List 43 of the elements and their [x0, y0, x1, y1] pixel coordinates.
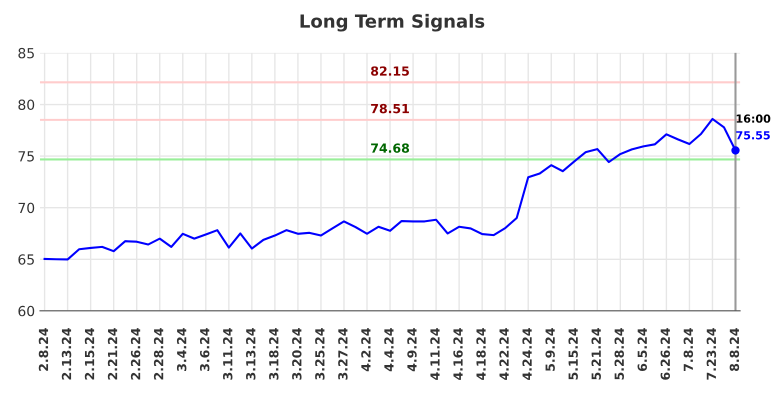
x-tick-label: 4.18.24 — [476, 328, 486, 380]
x-tick-label: 3.18.24 — [269, 328, 279, 380]
y-tick-label: 85 — [18, 48, 34, 58]
y-tick-label: 70 — [18, 202, 34, 214]
x-tick-label: 5.15.24 — [568, 328, 578, 380]
x-tick-label: 4.16.24 — [453, 328, 463, 380]
x-tick-label: 2.8.24 — [38, 328, 48, 371]
ref-line-label: 78.51 — [371, 104, 409, 114]
x-tick-label: 6.26.24 — [660, 328, 670, 380]
ref-line-label: 82.15 — [371, 66, 409, 76]
x-tick-label: 3.20.24 — [292, 328, 302, 380]
x-tick-label: 5.21.24 — [591, 328, 601, 380]
annotation: 75.55 — [736, 131, 770, 140]
x-tick-label: 3.25.24 — [315, 328, 325, 380]
chart-title: Long Term Signals — [300, 14, 484, 32]
y-tick-label: 80 — [18, 99, 34, 110]
x-tick-label: 4.2.24 — [361, 328, 370, 372]
x-tick-label: 3.6.24 — [200, 328, 210, 371]
x-tick-label: 3.4.24 — [176, 328, 186, 371]
x-tick-label: 4.22.24 — [499, 328, 509, 380]
y-tick-label: 65 — [18, 254, 34, 265]
annotation: 16:00 — [736, 114, 770, 123]
x-tick-label: 3.13.24 — [246, 328, 256, 380]
x-tick-label: 2.28.24 — [154, 328, 164, 380]
x-tick-label: 2.13.24 — [62, 328, 72, 380]
x-tick-label: 4.4.24 — [384, 328, 394, 372]
y-tick-label: 75 — [18, 151, 34, 162]
x-tick-label: 5.28.24 — [614, 328, 624, 380]
x-tick-label: 2.15.24 — [84, 328, 94, 380]
x-tick-label: 2.21.24 — [108, 328, 118, 380]
x-tick-label: 3.11.24 — [223, 328, 232, 380]
y-tick-label: 60 — [18, 306, 34, 316]
x-tick-label: 6.5.24 — [638, 328, 647, 372]
x-tick-label: 4.9.24 — [407, 328, 417, 372]
x-tick-label: 2.26.24 — [130, 328, 140, 380]
x-tick-label: 4.11.24 — [430, 328, 440, 380]
x-tick-label: 8.8.24 — [730, 328, 740, 372]
x-tick-label: 4.24.24 — [522, 328, 532, 380]
ref-line-label: 74.68 — [371, 143, 410, 153]
x-tick-label: 7.8.24 — [684, 328, 694, 371]
x-tick-label: 3.27.24 — [338, 328, 348, 380]
x-tick-label: 7.23.24 — [706, 328, 716, 380]
x-tick-label: 5.9.24 — [545, 328, 555, 371]
